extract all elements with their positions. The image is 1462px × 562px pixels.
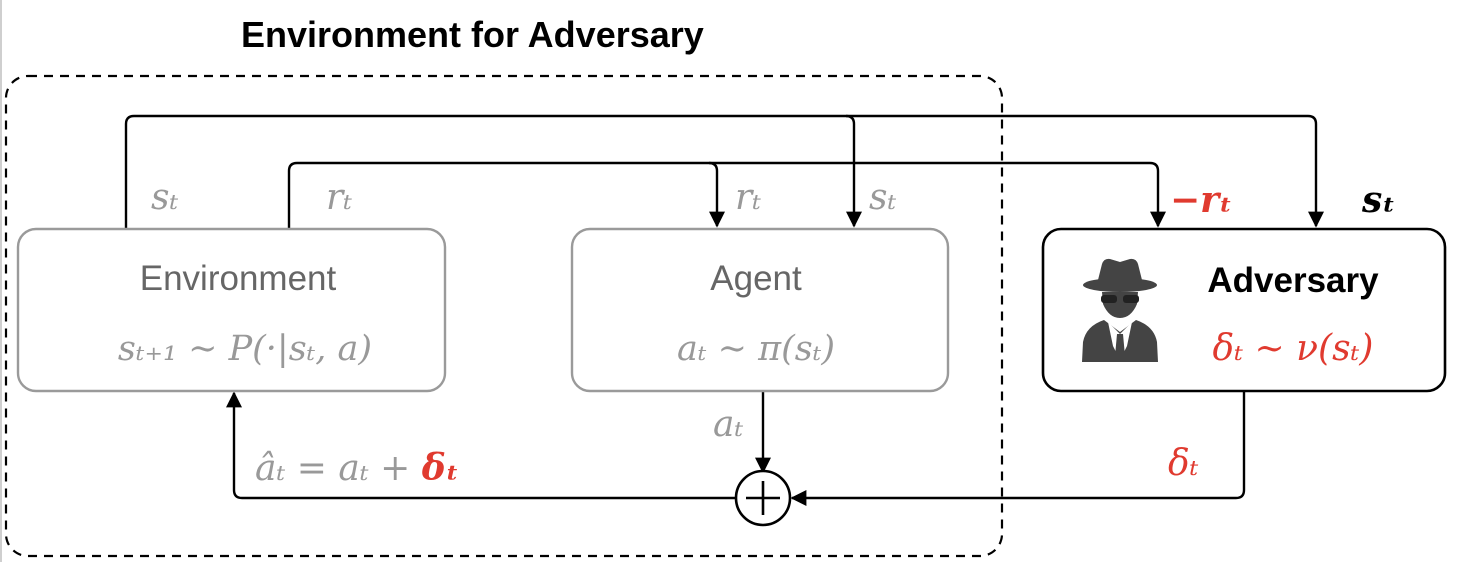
adversary-box: Adversary δₜ ∼ ν(sₜ) [1041,227,1447,393]
svg-text:âₜ = aₜ + δₜ: âₜ = aₜ + δₜ [255,447,459,489]
state-to-agent-line [845,114,862,228]
environment-box-formula: sₜ₊₁ ∼ P(·|sₜ, a) [118,329,372,369]
reward-broadcast-line [287,161,1166,228]
agent-box-name: Agent [710,259,802,298]
perturbed-action-label-delta: δₜ [421,447,459,489]
environment-for-adversary-region [4,74,1004,558]
adversary-state-in-label: sₜ [1361,179,1396,221]
adversary-box-name: Adversary [1207,261,1379,300]
agent-reward-in-label: rₜ [735,177,761,218]
adversary-reward-in-label: −rₜ [1170,179,1232,221]
environment-box: Environment sₜ₊₁ ∼ P(·|sₜ, a) [16,227,447,393]
environment-box-name: Environment [140,259,337,298]
diagram-title: Environment for Adversary [241,14,704,55]
adversary-box-formula: δₜ ∼ ν(sₜ) [1213,328,1374,369]
env-state-out-label: sₜ [151,177,178,218]
adversary-perturbation-out-label: δₜ [1168,443,1199,484]
agent-state-in-label: sₜ [869,177,896,218]
perturbed-action-label: âₜ = aₜ + δₜ [255,447,459,489]
env-reward-out-label: rₜ [326,177,352,218]
perturbed-action-label-base: âₜ = aₜ + [255,448,422,489]
agent-box: Agent aₜ ∼ π(sₜ) [570,227,950,393]
adversary-perturbation-line [790,391,1246,506]
agent-action-out-label: aₜ [713,404,743,445]
state-broadcast-line [124,114,1324,228]
reward-to-agent-line [708,161,725,228]
perturbed-action-line [226,391,735,500]
sum-node [734,469,792,527]
spy-icon [1082,258,1158,362]
agent-box-formula: aₜ ∼ π(sₜ) [677,329,835,369]
